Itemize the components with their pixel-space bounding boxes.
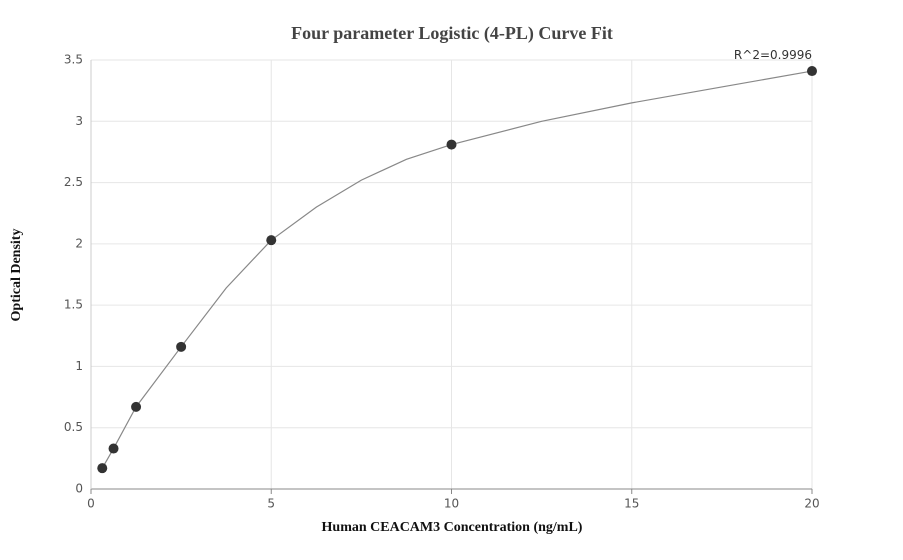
fit-curve xyxy=(101,70,813,469)
annotation: R^2=0.9996 xyxy=(734,48,812,62)
y-tick-label: 2 xyxy=(75,236,83,250)
y-tick-label: 0.5 xyxy=(64,420,83,434)
y-tick-label: 3.5 xyxy=(64,53,83,67)
y-axis-label: Optical Density xyxy=(9,229,24,322)
x-tick-label: 20 xyxy=(804,497,819,511)
x-tick-label: 5 xyxy=(267,497,275,511)
x-axis-label: Human CEACAM3 Concentration (ng/mL) xyxy=(322,520,583,535)
data-point xyxy=(108,443,119,454)
data-point xyxy=(97,463,108,474)
data-point xyxy=(176,341,187,352)
y-tick-label: 3 xyxy=(75,114,83,128)
chart-title: Four parameter Logistic (4-PL) Curve Fit xyxy=(291,23,613,44)
y-tick-label: 2.5 xyxy=(64,175,83,189)
data-point xyxy=(807,66,817,77)
data-point xyxy=(131,401,142,412)
y-tick-label: 1.5 xyxy=(64,298,83,312)
data-point xyxy=(266,235,277,246)
y-tick-label: 0 xyxy=(75,482,83,496)
y-tick-label: 1 xyxy=(75,359,83,373)
x-tick-label: 10 xyxy=(444,497,459,511)
x-tick-label: 15 xyxy=(624,497,639,511)
data-point xyxy=(446,139,457,150)
x-tick-label: 0 xyxy=(87,497,95,511)
